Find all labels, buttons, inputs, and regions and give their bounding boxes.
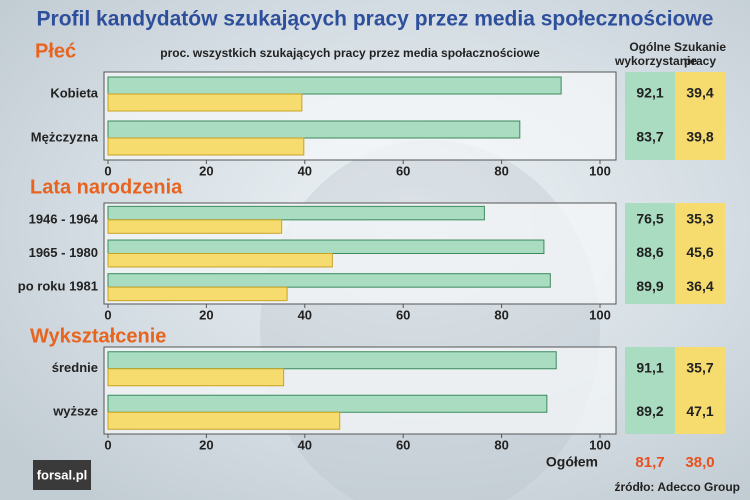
x-tick-label: 80 — [494, 307, 508, 322]
category-label: Mężczyzna — [31, 129, 99, 144]
value-label: 76,5 — [636, 211, 663, 227]
value-label: 91,1 — [636, 359, 663, 375]
category-label: 1965 - 1980 — [29, 245, 98, 260]
bar — [107, 205, 485, 221]
total-label: Ogółem — [546, 454, 598, 470]
column-header: Ogólne wykorzystanie — [615, 40, 698, 68]
source: źródło: Adecco Group — [614, 480, 740, 494]
x-tick-label: 20 — [199, 307, 213, 322]
table-column — [675, 72, 725, 160]
category-label: 1946 - 1964 — [29, 211, 99, 226]
x-tick-label: 20 — [199, 437, 213, 452]
x-tick-label: 100 — [589, 307, 611, 322]
bar — [107, 93, 303, 112]
bar — [107, 219, 283, 234]
value-label: 92,1 — [636, 85, 663, 101]
bar — [107, 120, 521, 139]
category-label: wyższe — [52, 404, 98, 419]
value-label: 39,8 — [686, 129, 713, 145]
x-tick-label: 40 — [298, 163, 312, 178]
table-column — [675, 347, 725, 434]
x-tick-label: 40 — [298, 437, 312, 452]
value-label: 36,4 — [686, 278, 713, 294]
section-title: Wykształcenie — [30, 325, 166, 347]
x-tick-label: 80 — [494, 437, 508, 452]
bar — [107, 351, 557, 370]
x-tick-label: 0 — [104, 437, 111, 452]
table-column — [625, 347, 675, 434]
x-tick-label: 60 — [396, 163, 410, 178]
bar — [107, 411, 341, 430]
value-label: 88,6 — [636, 244, 663, 260]
category-label: po roku 1981 — [18, 279, 98, 294]
x-tick-label: 60 — [396, 307, 410, 322]
bar — [107, 368, 285, 387]
value-label: 83,7 — [636, 129, 663, 145]
bar — [107, 394, 548, 413]
x-tick-label: 40 — [298, 307, 312, 322]
value-label: 47,1 — [686, 403, 713, 419]
x-tick-label: 100 — [589, 437, 611, 452]
x-tick-label: 100 — [589, 163, 611, 178]
table-column — [625, 72, 675, 160]
column-header: Szukanie pracy — [673, 40, 727, 68]
category-label: średnie — [52, 360, 98, 375]
x-tick-label: 80 — [494, 163, 508, 178]
value-label: 45,6 — [686, 244, 713, 260]
bar — [107, 273, 551, 288]
table-column — [625, 203, 675, 304]
value-label: 89,9 — [636, 278, 663, 294]
logo-box — [33, 460, 91, 490]
value-label: 35,7 — [686, 359, 713, 375]
x-tick-label: 0 — [104, 163, 111, 178]
value-label: 89,2 — [636, 403, 663, 419]
bar — [107, 76, 562, 95]
bar — [107, 239, 545, 255]
total-value: 38,0 — [685, 454, 714, 471]
bar — [107, 137, 305, 156]
value-label: 39,4 — [686, 85, 713, 101]
table-column — [675, 203, 725, 304]
subtitle: proc. wszystkich szukających pracy przez… — [160, 46, 540, 60]
chart-title: Profil kandydatów szukających pracy prze… — [37, 8, 714, 31]
section-title: Lata narodzenia — [30, 176, 183, 198]
logo: forsal.pl — [37, 467, 88, 482]
x-tick-label: 0 — [104, 307, 111, 322]
x-tick-label: 20 — [199, 163, 213, 178]
section-title: Płeć — [35, 40, 76, 62]
total-value: 81,7 — [635, 454, 664, 471]
bar — [107, 286, 288, 302]
value-label: 35,3 — [686, 211, 713, 227]
bar — [107, 253, 333, 268]
category-label: Kobieta — [50, 85, 98, 100]
x-tick-label: 60 — [396, 437, 410, 452]
